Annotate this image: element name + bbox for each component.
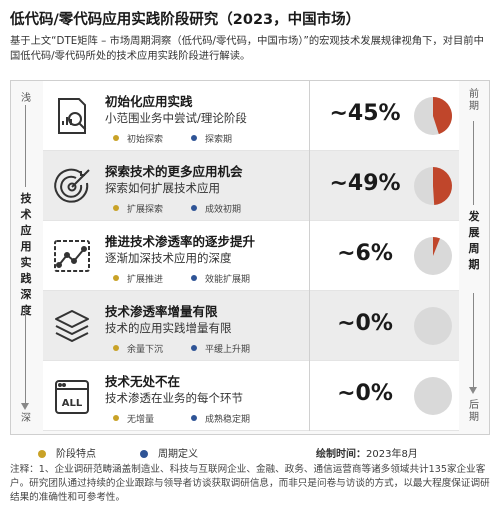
stage-chart: 浅 技术应用实践深度 深 前期 发展周期 后期 初始化应用实践 小范围业务中尝试… bbox=[10, 80, 490, 435]
data-label: ~0% bbox=[337, 381, 393, 406]
stage-description: 技术的应用实践增量有限 bbox=[105, 321, 232, 335]
pie-chart bbox=[414, 307, 452, 345]
pie-background bbox=[414, 307, 452, 345]
cycle-dot-icon bbox=[140, 450, 148, 458]
stage-row: 探索技术的更多应用机会 探索如何扩展技术应用 扩展探索 成效初期 ~49% bbox=[43, 151, 459, 221]
cycle-dot-icon bbox=[191, 205, 197, 211]
trend-chart-icon bbox=[51, 235, 93, 277]
row-divider bbox=[309, 361, 310, 431]
stage-tag: 初始探索 bbox=[113, 132, 163, 145]
footnote: 注释：1、企业调研范畴涵盖制造业、科技与互联网企业、金融、政务、通信运营商等诸多… bbox=[10, 464, 490, 503]
legend-cycle: 周期定义 bbox=[140, 445, 198, 460]
page-title: 低代码/零代码应用实践阶段研究（2023，中国市场） bbox=[10, 12, 361, 28]
cycle-axis-line-lower bbox=[473, 293, 474, 389]
stage-tag-text: 扩展探索 bbox=[127, 205, 164, 215]
all-box-icon: ALL bbox=[51, 375, 93, 417]
stage-name: 探索技术的更多应用机会 bbox=[105, 164, 243, 179]
date-label-value: 2023年8月 bbox=[366, 449, 418, 460]
pie-slice bbox=[433, 97, 452, 135]
pie-chart bbox=[414, 97, 452, 135]
cycle-tag: 探索期 bbox=[191, 132, 232, 145]
row-divider bbox=[309, 291, 310, 361]
analysis-doc-icon bbox=[51, 95, 93, 137]
stage-tag: 余量下沉 bbox=[113, 342, 163, 355]
cycle-tag-text: 探索期 bbox=[205, 135, 233, 145]
stage-tag: 扩展推进 bbox=[113, 272, 163, 285]
stage-row: 推进技术渗透率的逐步提升 逐渐加深技术应用的深度 扩展推进 效能扩展期 ~6% bbox=[43, 221, 459, 291]
data-label: ~0% bbox=[337, 311, 393, 336]
stage-dot-icon bbox=[38, 450, 46, 458]
stage-tag-text: 无增量 bbox=[127, 415, 155, 425]
depth-axis-bottom-label: 深 bbox=[21, 413, 31, 424]
cycle-dot-icon bbox=[191, 275, 197, 281]
stage-tag-text: 扩展推进 bbox=[127, 275, 164, 285]
pie-chart bbox=[414, 237, 452, 275]
pie-chart bbox=[414, 167, 453, 205]
stage-dot-icon bbox=[113, 415, 119, 421]
cycle-tag: 平缓上升期 bbox=[191, 342, 250, 355]
depth-axis-top-label: 浅 bbox=[21, 93, 31, 104]
cycle-axis-arrow bbox=[469, 387, 477, 394]
depth-axis: 浅 技术应用实践深度 深 bbox=[11, 81, 41, 434]
pie-chart bbox=[414, 377, 452, 415]
cycle-tag-text: 成效初期 bbox=[205, 205, 242, 215]
stage-dot-icon bbox=[113, 275, 119, 281]
stage-name: 技术渗透率增量有限 bbox=[105, 304, 218, 319]
stage-description: 逐渐加深技术应用的深度 bbox=[105, 251, 232, 265]
pie-slice bbox=[433, 167, 453, 205]
stage-dot-icon bbox=[113, 345, 119, 351]
cycle-tag-text: 效能扩展期 bbox=[205, 275, 251, 285]
data-label: ~45% bbox=[329, 101, 401, 126]
page-subtitle: 基于上文“DTE矩阵 – 市场周期洞察（低代码/零代码，中国市场）”的宏观技术发… bbox=[10, 35, 484, 62]
stage-name: 技术无处不在 bbox=[105, 374, 181, 389]
stage-tag-text: 初始探索 bbox=[127, 135, 164, 145]
legend-stage: 阶段特点 bbox=[38, 445, 96, 460]
stage-tag: 扩展探索 bbox=[113, 202, 163, 215]
cycle-tag-text: 成熟稳定期 bbox=[205, 415, 251, 425]
cycle-dot-icon bbox=[191, 345, 197, 351]
cycle-axis-label: 发展周期 bbox=[468, 210, 480, 271]
stage-description: 小范围业务中尝试/理论阶段 bbox=[105, 111, 247, 125]
cycle-tag: 成熟稳定期 bbox=[191, 412, 250, 425]
cycle-axis-top-label: 前期 bbox=[469, 89, 479, 112]
svg-text:ALL: ALL bbox=[62, 398, 83, 409]
depth-axis-line-upper bbox=[25, 105, 26, 187]
stage-row: ALL 技术无处不在 技术渗透在业务的每个环节 无增量 成熟稳定期 ~0% bbox=[43, 361, 459, 431]
depth-axis-line-lower bbox=[25, 307, 26, 405]
pie-slice bbox=[433, 237, 440, 256]
depth-axis-label: 技术应用实践深度 bbox=[20, 192, 32, 317]
cycle-dot-icon bbox=[191, 415, 197, 421]
stage-tag: 无增量 bbox=[113, 412, 154, 425]
cycle-axis-bottom-label: 后期 bbox=[469, 400, 479, 423]
depth-axis-arrow bbox=[21, 403, 29, 410]
legend-stage-text: 阶段特点 bbox=[56, 449, 96, 460]
stage-dot-icon bbox=[113, 205, 119, 211]
stage-name: 推进技术渗透率的逐步提升 bbox=[105, 234, 256, 249]
stage-tag-text: 余量下沉 bbox=[127, 345, 164, 355]
legend-cycle-text: 周期定义 bbox=[158, 449, 198, 460]
date-label: 绘制时间：2023年8月 bbox=[316, 445, 418, 460]
target-icon bbox=[51, 165, 93, 207]
stage-row: 技术渗透率增量有限 技术的应用实践增量有限 余量下沉 平缓上升期 ~0% bbox=[43, 291, 459, 361]
cycle-tag: 成效初期 bbox=[191, 202, 241, 215]
row-divider bbox=[309, 81, 310, 151]
cycle-tag-text: 平缓上升期 bbox=[205, 345, 251, 355]
cycle-axis-line-upper bbox=[473, 121, 474, 205]
stage-description: 探索如何扩展技术应用 bbox=[105, 181, 220, 195]
cycle-axis: 前期 发展周期 后期 bbox=[459, 81, 489, 434]
row-divider bbox=[309, 221, 310, 291]
row-divider bbox=[309, 151, 310, 221]
cycle-dot-icon bbox=[191, 135, 197, 141]
cycle-tag: 效能扩展期 bbox=[191, 272, 250, 285]
date-label-key: 绘制时间： bbox=[316, 449, 366, 460]
layers-icon bbox=[51, 305, 93, 347]
pie-background bbox=[414, 377, 452, 415]
data-label: ~49% bbox=[329, 171, 401, 196]
stage-name: 初始化应用实践 bbox=[105, 94, 193, 109]
data-label: ~6% bbox=[337, 241, 393, 266]
stage-description: 技术渗透在业务的每个环节 bbox=[105, 391, 243, 405]
stage-dot-icon bbox=[113, 135, 119, 141]
stage-row: 初始化应用实践 小范围业务中尝试/理论阶段 初始探索 探索期 ~45% bbox=[43, 81, 459, 151]
